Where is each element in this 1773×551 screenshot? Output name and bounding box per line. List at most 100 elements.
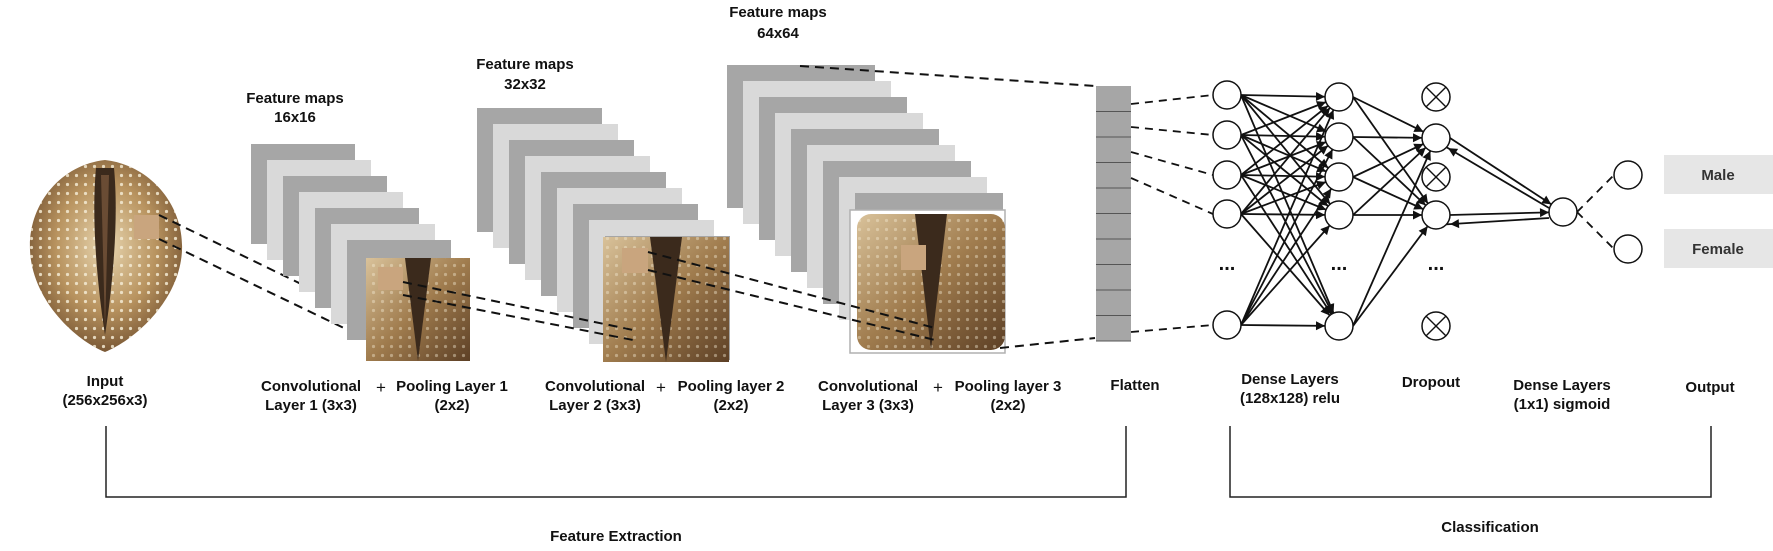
network-arrowhead [1541,195,1552,205]
feature-extraction-label: Feature Extraction [550,528,682,545]
feature-map-image-3 [849,209,1006,354]
dense-layer-1-sub: (128x128) relu [1240,390,1340,407]
neuron-node [1421,200,1451,230]
network-arrowhead [1315,321,1326,331]
feature-maps-size-2: 32x32 [504,76,546,93]
network-arrowhead [1416,195,1426,206]
network-edge [1240,96,1340,326]
stage-connector-lines [402,65,1096,349]
network-arrowhead [1449,219,1460,229]
pool-layer-1-label: Pooling Layer 1 [396,378,508,395]
neuron-node [1324,162,1354,192]
network-arrowhead [1316,123,1327,133]
network-arrowhead [1418,226,1428,237]
layer-ellipsis: ... [1219,253,1236,275]
conv-layer-3-label: Convolutional [818,378,918,395]
network-arrowhead [1318,145,1328,155]
feature-maps-title-3: Feature maps [729,4,827,21]
network-edge [1352,96,1437,216]
neuron-node [1212,199,1242,229]
input-label: Input [87,373,124,390]
neuron-node [1324,122,1354,152]
pool-layer-3-label: Pooling layer 3 [955,378,1062,395]
pool-layer-3-sub: (2x2) [990,397,1025,414]
network-edge [1240,96,1340,215]
plus-sign-2: + [656,378,666,397]
network-arrowhead [1413,201,1424,210]
network-edge [1130,126,1214,136]
network-edge [1352,137,1437,327]
dense-network-nodes: ......... [1212,80,1643,341]
network-arrowhead [1322,188,1332,199]
network-arrowhead [1416,147,1426,157]
classification-label: Classification [1441,519,1539,536]
neuron-node [1212,160,1242,190]
network-edge [1130,177,1214,215]
pool-layer-2-sub: (2x2) [713,397,748,414]
classification-bracket [1229,426,1712,498]
dense-layer-2-label: Dense Layers [1513,377,1611,394]
network-arrowhead [1412,133,1423,143]
neuron-node [1212,310,1242,340]
conv-layer-3-sub: Layer 3 (3x3) [822,397,914,414]
network-arrowhead [1413,210,1422,220]
input-shell-image [29,160,183,352]
dropout-cross [1425,86,1447,108]
input-size-label: (256x256x3) [62,392,147,409]
neuron-node [1324,200,1354,230]
output-label: Output [1685,379,1734,396]
network-edge [1576,174,1615,213]
dropout-cross [1425,166,1447,188]
dense-network-edges [1130,92,1615,333]
network-arrowhead [1413,143,1424,152]
network-arrowhead [1419,193,1428,204]
conv-layer-2-sub: Layer 2 (3x3) [549,397,641,414]
neuron-node [1212,80,1242,110]
feature-map-image-2 [603,237,729,362]
dense-layer-2-sub: (1x1) sigmoid [1514,396,1611,413]
network-arrowhead [1413,123,1424,132]
dense-layer-1-label: Dense Layers [1241,371,1339,388]
flatten-vector [1096,86,1131,342]
network-edge [1352,214,1437,327]
network-arrowhead [1315,132,1326,142]
network-arrowhead [1539,208,1550,218]
network-arrowhead [1315,101,1326,110]
neuron-node [1613,160,1643,190]
output-class-male: Male [1701,167,1734,184]
pool-layer-1-sub: (2x2) [434,397,469,414]
network-arrowhead [1422,150,1431,161]
dropout-label: Dropout [1402,374,1460,391]
conv-layer-1-label: Convolutional [261,378,361,395]
input-patch [134,215,159,239]
feature-map-image-1 [366,258,470,361]
feature-maps-size-1: 16x16 [274,109,316,126]
neuron-node [1421,123,1451,153]
plus-sign-1: + [376,378,386,397]
network-edge [1240,136,1340,326]
network-arrowhead [1316,163,1327,173]
network-edge [1130,151,1214,176]
layer-ellipsis: ... [1331,253,1348,275]
network-edge [1130,94,1214,105]
neuron-node [1324,82,1354,112]
feature-extraction-bracket [105,426,1127,498]
network-arrowhead [1318,105,1329,115]
flatten-label: Flatten [1110,377,1159,394]
plus-sign-3: + [933,378,943,397]
conv-layer-1-sub: Layer 1 (3x3) [265,397,357,414]
network-arrowhead [1320,225,1330,236]
pool-layer-2-label: Pooling layer 2 [678,378,785,395]
network-arrowhead [1315,92,1326,102]
network-arrowhead [1324,149,1333,160]
network-edge [1130,324,1214,333]
output-box-male [1664,155,1773,194]
dropout-cross [1425,315,1447,337]
feature-maps-title-1: Feature maps [246,90,344,107]
network-arrowhead [1448,148,1459,157]
neuron-node [1548,197,1578,227]
feature-maps-size-3: 64x64 [757,25,799,42]
output-box-female [1664,229,1773,268]
network-arrowhead [1325,109,1335,120]
